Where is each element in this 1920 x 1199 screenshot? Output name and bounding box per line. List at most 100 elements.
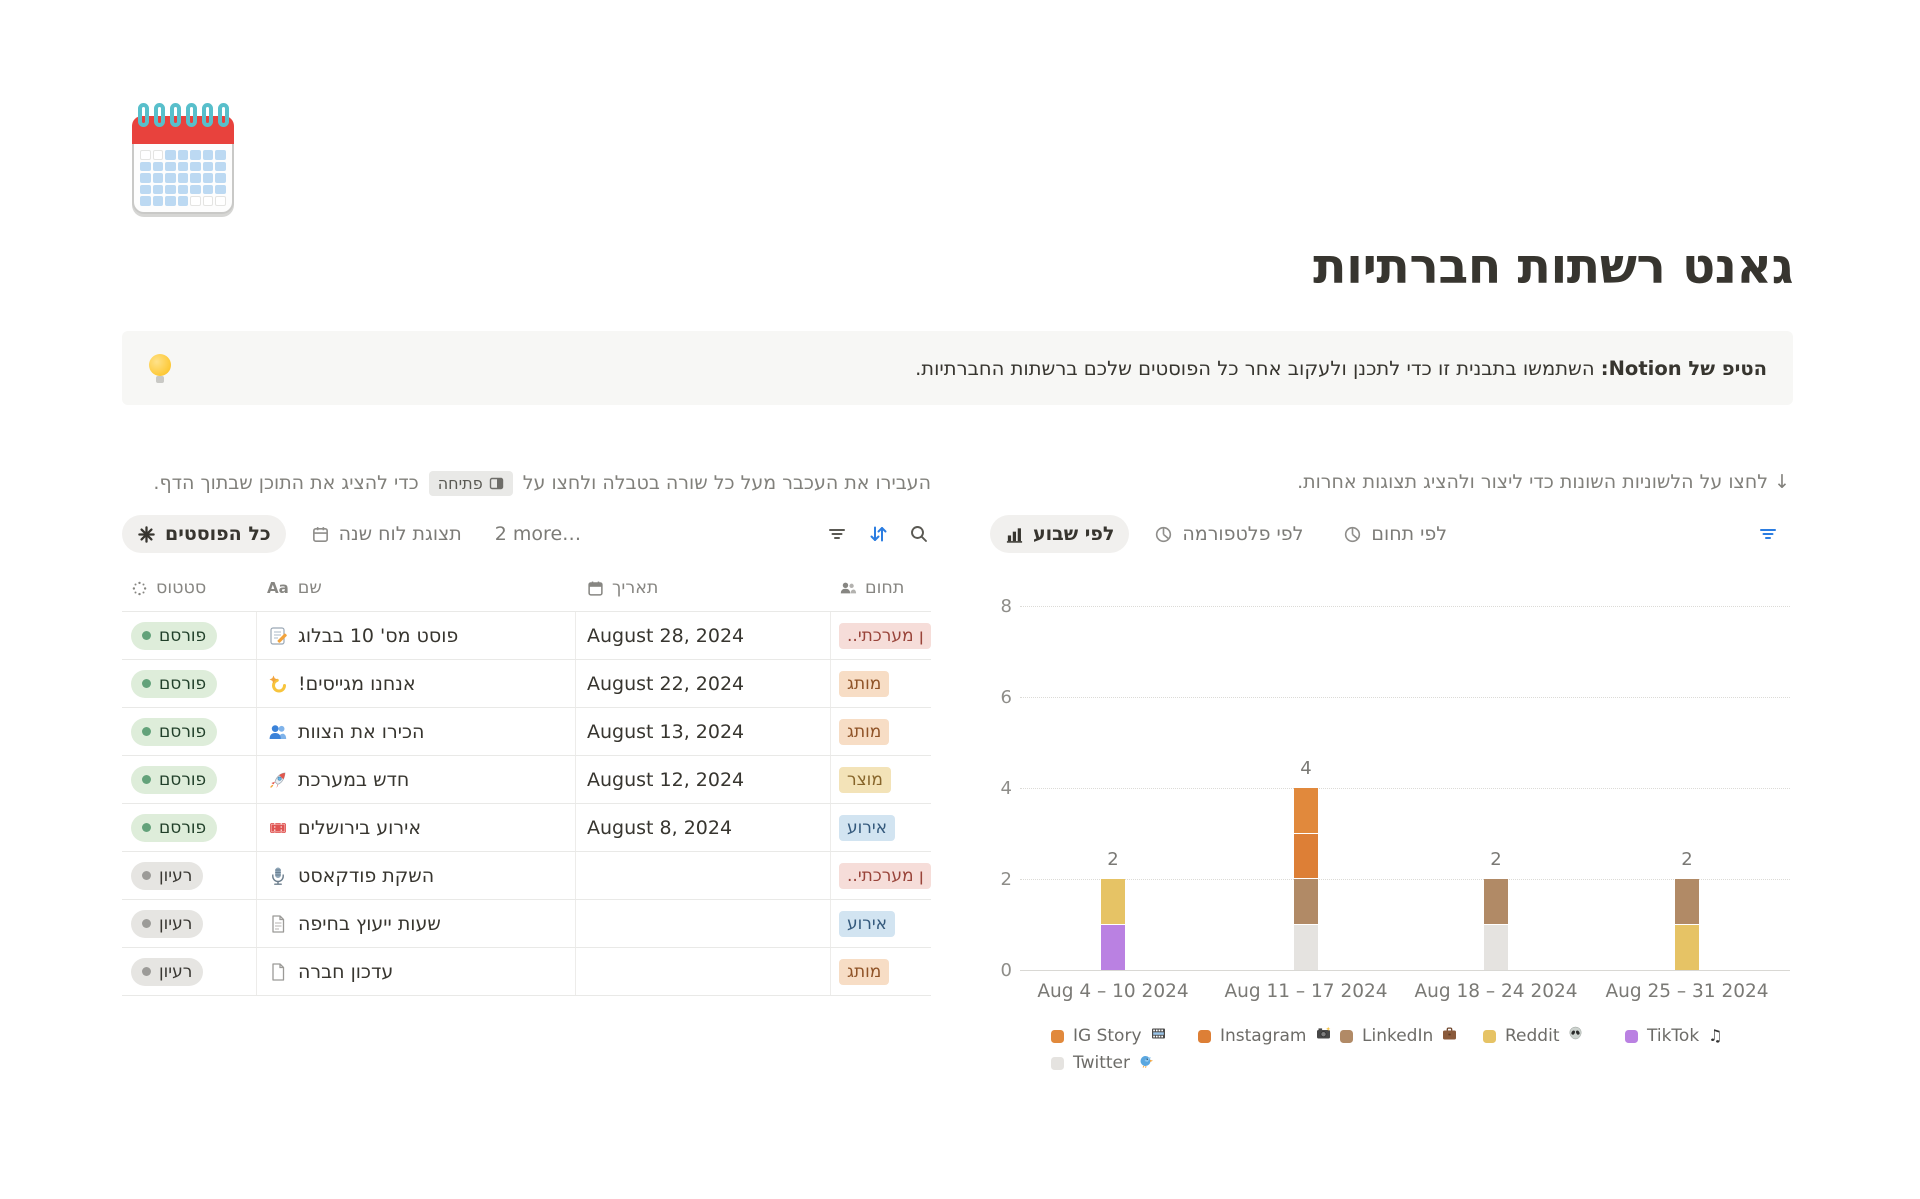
x-axis-label: Aug 11 – 17 2024 [1224, 981, 1388, 1002]
domain-tag[interactable]: מותג [839, 958, 890, 985]
reddit-emoji-icon [1568, 1026, 1583, 1046]
more-views-button[interactable]: 2 more… [494, 523, 582, 545]
status-dot [142, 823, 151, 832]
calendar-ring [186, 103, 197, 127]
status-badge[interactable]: רעיון [131, 861, 204, 890]
chart-helper-text: ↓ לחצו על הלשוניות השונות כדי ליצור ולהצ… [1297, 471, 1790, 493]
legend-item-ig-story: IG Story [1051, 1026, 1166, 1046]
table-row[interactable]: פורסם הכירו את הצוות August 13, 2024 מות… [122, 708, 931, 756]
legend-item-instagram: Instagram [1198, 1026, 1331, 1046]
legend-label: Instagram [1220, 1026, 1307, 1046]
filter-icon[interactable] [825, 522, 849, 546]
domain-tag[interactable]: מותג [839, 670, 890, 697]
x-axis-label: Aug 18 – 24 2024 [1414, 981, 1578, 1002]
bar-segment-reddit[interactable] [1101, 879, 1125, 925]
bar-total-label: 2 [1107, 849, 1119, 870]
table-row[interactable]: פורסם פוסט מס' 10 בבלוג August 28, 2024 … [122, 612, 931, 660]
domain-tag[interactable]: ..ן מערכתי [839, 862, 931, 889]
status-property-icon [132, 581, 147, 595]
table-row[interactable]: פורסם חדש במערכת August 12, 2024 מוצר [122, 756, 931, 804]
legend-swatch [1340, 1029, 1353, 1043]
gridline [1020, 788, 1790, 789]
domain-tag[interactable]: אירוע [839, 814, 896, 841]
table-row[interactable]: רעיון השקת פודקאסט ..ן מערכתי [122, 852, 931, 900]
legend-swatch [1198, 1029, 1211, 1043]
table-row[interactable]: פורסם אנחנו מגייסים! August 22, 2024 מות… [122, 660, 931, 708]
gridline [1020, 606, 1790, 607]
legend-label: TikTok [1647, 1026, 1700, 1046]
column-header-status[interactable]: סטטוס [122, 565, 257, 611]
y-tick-label: 6 [1000, 687, 1012, 708]
calendar-ring [218, 103, 229, 127]
tab-all-posts[interactable]: כל הפוסטים [122, 515, 286, 553]
tab-by-platform[interactable]: לפי פלטפורמה [1139, 515, 1318, 553]
status-dot [142, 631, 151, 640]
legend-item-linkedin: LinkedIn [1340, 1026, 1457, 1046]
domain-tag[interactable]: מוצר [839, 766, 891, 793]
legend-label: LinkedIn [1362, 1026, 1434, 1046]
x-axis-label: Aug 25 – 31 2024 [1605, 981, 1769, 1002]
instagram-emoji-icon [1316, 1026, 1331, 1046]
search-icon[interactable] [907, 522, 931, 546]
bar-segment-reddit[interactable] [1675, 924, 1699, 970]
bar-segment-linkedin[interactable] [1484, 879, 1508, 925]
bar-segment-twitter[interactable] [1484, 924, 1508, 970]
stacked-bar[interactable] [1101, 879, 1125, 970]
domain-tag[interactable]: אירוע [839, 910, 896, 937]
legend-swatch [1625, 1029, 1638, 1043]
tab-by-domain[interactable]: לפי תחום [1328, 515, 1462, 553]
y-tick-label: 2 [1000, 869, 1012, 890]
bar-segment-linkedin[interactable] [1294, 879, 1318, 925]
legend-item-twitter: Twitter [1051, 1053, 1154, 1073]
bar-segment-linkedin[interactable] [1675, 879, 1699, 925]
legend-item-tiktok: TikTok ♫ [1625, 1026, 1723, 1046]
status-badge[interactable]: פורסם [131, 717, 218, 746]
bar-segment-ig-story[interactable] [1294, 788, 1318, 834]
table-row[interactable]: רעיון שעות ייעוץ בחיפה אירוע [122, 900, 931, 948]
domain-tag[interactable]: מותג [839, 718, 890, 745]
title-property-icon: Aa [267, 579, 289, 597]
column-header-date[interactable]: תאריך [576, 565, 831, 611]
gridline [1020, 879, 1790, 880]
legend-item-reddit: Reddit [1483, 1026, 1583, 1046]
page-icon-spiral-calendar[interactable] [124, 100, 242, 220]
bar-total-label: 4 [1300, 758, 1312, 779]
bar-total-label: 2 [1490, 849, 1502, 870]
table-row[interactable]: פורסם אירוע בירושלים August 8, 2024 אירו… [122, 804, 931, 852]
chart-filter-icon[interactable] [1756, 522, 1780, 546]
stacked-bar[interactable] [1675, 879, 1699, 970]
status-dot [142, 775, 151, 784]
sort-icon[interactable] [866, 522, 890, 546]
ig-story-emoji-icon [1151, 1026, 1166, 1046]
calendar-red-band [132, 116, 234, 144]
stacked-bar[interactable] [1484, 879, 1508, 970]
people-property-icon [840, 582, 857, 594]
legend-swatch [1051, 1056, 1064, 1070]
chart-legend: IG Story Instagram LinkedIn Reddit TikTok ♫ Tw… [1020, 1026, 1800, 1084]
status-badge[interactable]: פורסם [131, 765, 218, 794]
table-row[interactable]: רעיון עדכון חברה מותג [122, 948, 931, 996]
domain-tag[interactable]: ..ן מערכתי [839, 622, 931, 649]
memo-icon [267, 625, 289, 647]
status-badge[interactable]: רעיון [131, 909, 204, 938]
tab-calendar-view[interactable]: תצוגת לוח שנה [296, 515, 477, 553]
x-axis-line [1020, 970, 1790, 971]
bar-segment-tiktok[interactable] [1101, 924, 1125, 970]
status-dot [142, 727, 151, 736]
tab-by-week[interactable]: לפי שבוע [990, 515, 1130, 553]
bar-segment-instagram[interactable] [1294, 833, 1318, 879]
y-tick-label: 0 [1000, 960, 1012, 981]
column-header-name[interactable]: Aa שם [267, 578, 322, 598]
legend-swatch [1483, 1029, 1496, 1043]
asterisk-view-icon [138, 525, 155, 543]
column-header-domain[interactable]: תחום [831, 565, 931, 611]
bar-chart-icon [1006, 527, 1023, 543]
status-badge[interactable]: פורסם [131, 813, 218, 842]
legend-swatch [1051, 1029, 1064, 1043]
bar-segment-twitter[interactable] [1294, 924, 1318, 970]
pie-chart-icon [1156, 526, 1172, 542]
status-badge[interactable]: פורסם [131, 669, 218, 698]
stacked-bar[interactable] [1294, 788, 1318, 970]
status-badge[interactable]: רעיון [131, 957, 204, 986]
status-badge[interactable]: פורסם [131, 621, 218, 650]
